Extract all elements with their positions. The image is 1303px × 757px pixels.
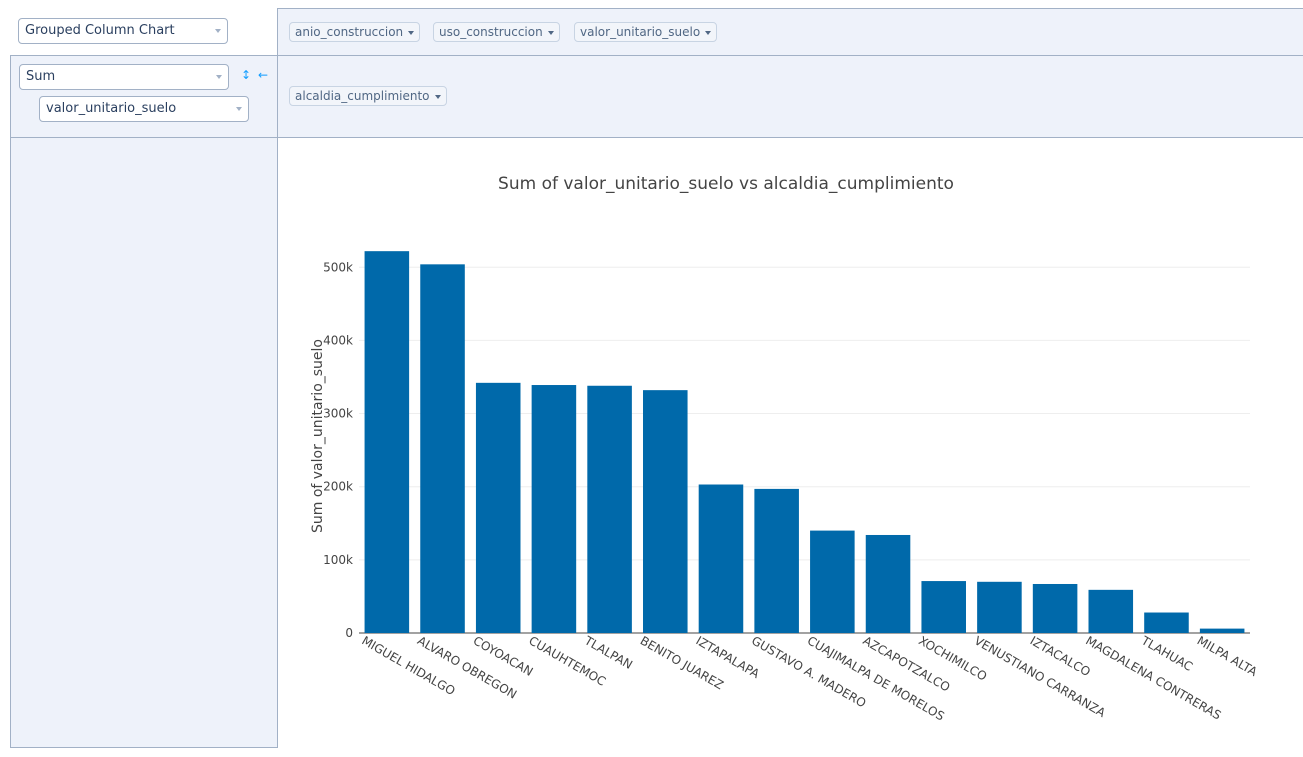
y-tick-label: 100k: [323, 553, 353, 567]
bar[interactable]: [1032, 583, 1078, 633]
chevron-down-icon: [216, 75, 222, 79]
renderer-select-value: Grouped Column Chart: [25, 23, 175, 38]
y-tick-labels: 0 100k 200k 300k 400k 500k: [323, 260, 353, 640]
chevron-down-icon: [236, 107, 242, 111]
column-attribute-pill[interactable]: anio_construccion: [289, 22, 421, 42]
bar[interactable]: [1088, 589, 1134, 633]
column-attribute-pill[interactable]: valor_unitario_suelo: [574, 22, 718, 42]
row-attributes-area: alcaldia_cumplimiento: [277, 55, 1303, 138]
aggregator-select[interactable]: Sum: [19, 64, 229, 90]
y-tick-label: 200k: [323, 480, 353, 494]
column-attribute-pill[interactable]: uso_construccion: [433, 22, 560, 42]
x-tick-label: ALVARO OBREGON: [415, 633, 519, 701]
bar[interactable]: [1199, 628, 1245, 633]
chart-title: Sum of valor_unitario_suelo vs alcaldia_…: [498, 174, 954, 194]
bar[interactable]: [643, 390, 688, 633]
bar[interactable]: [698, 484, 744, 633]
chevron-down-icon: [705, 31, 712, 35]
bar[interactable]: [865, 534, 911, 633]
bar[interactable]: [754, 488, 799, 633]
bars-layer: [364, 251, 1245, 633]
column-attribute-label: valor_unitario_suelo: [580, 25, 701, 39]
bar[interactable]: [810, 530, 855, 633]
y-tick-label: 300k: [323, 407, 353, 421]
y-tick-label: 500k: [323, 260, 353, 274]
bar[interactable]: [921, 581, 966, 633]
chevron-down-icon: [408, 31, 415, 35]
aggregator-select-value: Sum: [26, 69, 56, 84]
bar[interactable]: [977, 581, 1022, 633]
bar[interactable]: [587, 385, 632, 633]
aggregator-attribute-value: valor_unitario_suelo: [46, 101, 177, 116]
y-axis-title: Sum of valor_unitario_suelo: [310, 339, 326, 533]
x-tick-label: MIGUEL HIDALGO: [359, 633, 457, 698]
column-attribute-label: anio_construccion: [295, 25, 404, 39]
x-tick-label: MILPA ALTA: [1195, 633, 1261, 679]
column-attribute-label: uso_construccion: [439, 25, 543, 39]
renderer-area: Grouped Column Chart: [0, 0, 278, 56]
y-tick-label: 400k: [323, 333, 353, 347]
bar[interactable]: [420, 264, 465, 633]
chevron-down-icon: [434, 95, 441, 99]
column-attributes-area: anio_construccion uso_construccion valor…: [277, 8, 1303, 56]
bar[interactable]: [531, 385, 577, 633]
bar-chart: Sum of valor_unitario_suelo vs alcaldia_…: [310, 174, 1260, 724]
aggregator-attribute-select[interactable]: valor_unitario_suelo: [39, 96, 249, 122]
bar[interactable]: [1144, 612, 1189, 633]
renderer-select[interactable]: Grouped Column Chart: [18, 18, 228, 44]
row-attribute-label: alcaldia_cumplimiento: [295, 89, 430, 103]
chevron-down-icon: [215, 29, 221, 33]
row-order-icon[interactable]: ←: [258, 68, 269, 82]
unused-attributes-area: [10, 137, 278, 748]
y-tick-label: 0: [345, 626, 353, 640]
bar[interactable]: [364, 251, 410, 633]
bar[interactable]: [475, 382, 521, 633]
aggregator-area: Sum ↕ ← valor_unitario_suelo: [10, 55, 278, 138]
sort-order-icon[interactable]: ↕: [241, 68, 252, 82]
row-attribute-pill[interactable]: alcaldia_cumplimiento: [289, 86, 447, 106]
chevron-down-icon: [547, 31, 554, 35]
